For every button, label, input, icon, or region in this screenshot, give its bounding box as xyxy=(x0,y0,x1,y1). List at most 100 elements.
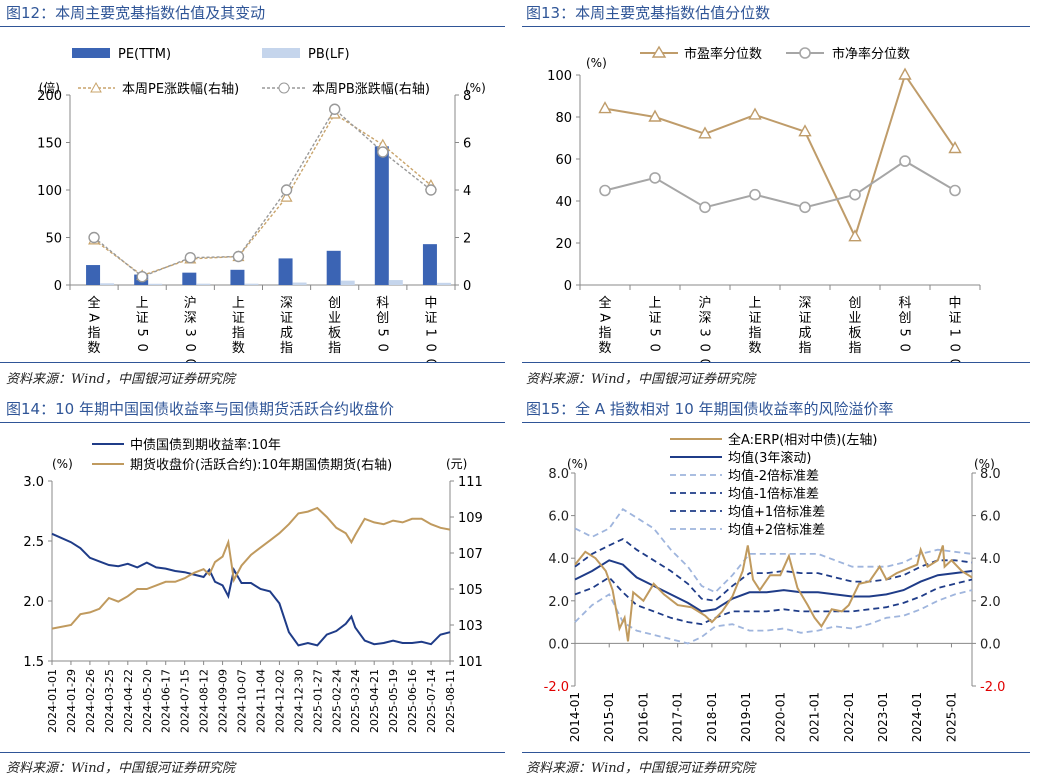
fig13-title-rule xyxy=(522,26,1030,27)
fig12-x-label: 中 xyxy=(424,296,437,311)
fig13-legend-pb-marker xyxy=(799,47,811,59)
fig15-right-tick-label: 6.0 xyxy=(980,510,1001,525)
fig15-x-tick-label: 2019-01 xyxy=(739,692,753,742)
fig13-x-label: 上 xyxy=(648,296,661,311)
fig14-futures-price-line xyxy=(51,506,451,630)
fig12-pb-change-marker xyxy=(377,146,389,158)
fig15-legend-minus2sd-label: 均值-2倍标准差 xyxy=(728,468,819,484)
fig13-x-label: 全 xyxy=(598,295,611,311)
fig12-x-label: 证 xyxy=(424,311,437,326)
fig13-title: 图13：本周主要宽基指数估值分位数 xyxy=(526,4,771,22)
fig13-x-label: 创 xyxy=(898,311,911,326)
fig12-left-tick-label: 200 xyxy=(37,89,62,104)
fig12-x-label: 0 xyxy=(182,344,197,352)
fig12-x-label: 数 xyxy=(88,341,101,356)
fig13-x-label: 0 xyxy=(947,344,962,352)
fig15-x-tick-label: 2014-01 xyxy=(568,692,582,742)
fig14-left-unit: (%) xyxy=(52,457,73,471)
fig13-y-unit: (%) xyxy=(586,56,607,70)
fig14-x-tick-label: 2024-07-15 xyxy=(179,669,192,733)
fig13-pe-percentile-marker xyxy=(848,229,862,242)
fig13-source-rule xyxy=(522,362,1030,363)
fig14-left-tick-label: 1.5 xyxy=(23,655,44,670)
fig13-pb-percentile-marker xyxy=(599,184,611,197)
fig14-x-tick-label: 2025-07-14 xyxy=(425,669,438,733)
fig12-legend-pe-label: PE(TTM) xyxy=(118,47,171,62)
fig12-title-rule xyxy=(0,26,505,27)
fig12-left-tick-label: 0 xyxy=(54,279,62,294)
fig12-pb-change-marker xyxy=(425,184,437,196)
fig12-legend-pb-change-marker xyxy=(278,82,290,94)
fig12-pb-change-marker xyxy=(328,103,341,115)
fig12-source: 资料来源：Wind，中国银河证券研究院 xyxy=(6,372,235,387)
fig14-left-tick-label: 2.5 xyxy=(23,535,44,550)
fig13-pb-percentile-marker xyxy=(949,184,961,197)
fig14-x-tick-label: 2025-03-24 xyxy=(349,669,362,733)
fig12-x-label: 业 xyxy=(328,311,341,326)
fig13-legend-pb-label: 市净率分位数 xyxy=(832,46,910,62)
fig15-erp-line xyxy=(574,545,973,642)
fig13-x-label: 指 xyxy=(848,341,861,356)
fig13-x-label: 证 xyxy=(948,311,961,326)
fig15-x-tick-label: 2015-01 xyxy=(602,692,616,742)
fig14-legend-yield-label: 中债国债到期收益率:10年 xyxy=(130,437,281,453)
fig12-x-label: 0 xyxy=(423,359,438,362)
fig12-pb-bar xyxy=(436,282,451,285)
fig12-right-tick-label: 2 xyxy=(463,232,471,247)
fig13-x-label: 数 xyxy=(598,341,611,356)
fig15-left-tick-label: 4.0 xyxy=(548,552,569,567)
fig12-title: 图12：本周主要宽基指数估值及其变动 xyxy=(6,4,266,22)
fig12-x-label: 板 xyxy=(328,326,341,341)
fig15-right-tick-label: 0.0 xyxy=(980,637,1001,652)
fig13-pb-percentile-marker xyxy=(649,172,661,184)
fig12-pb-bar xyxy=(196,283,211,285)
fig15-x-tick-label: 2022-01 xyxy=(842,692,856,742)
fig12-right-tick-label: 4 xyxy=(463,184,471,199)
fig12-x-label: 0 xyxy=(134,344,149,352)
fig13-pb-percentile-marker xyxy=(699,201,711,214)
fig13-pb-percentile-marker xyxy=(849,188,861,201)
fig12-x-label: A xyxy=(86,313,101,322)
fig13-x-label: 中 xyxy=(948,296,961,311)
fig13-x-label: 沪 xyxy=(698,295,711,311)
fig13-pe-percentile-marker xyxy=(648,109,662,122)
fig12-x-label: 深 xyxy=(184,311,197,326)
fig12-legend-pe-change-label: 本周PE涨跌幅(右轴) xyxy=(122,81,239,97)
fig14-x-tick-label: 2024-03-25 xyxy=(103,669,116,733)
fig13-x-label: 1 xyxy=(947,329,962,337)
fig14-x-tick-label: 2024-02-26 xyxy=(84,669,97,733)
fig12-left-tick-label: 150 xyxy=(37,137,62,152)
fig12-x-label: 数 xyxy=(232,341,245,356)
fig12-x-label: 3 xyxy=(182,329,197,337)
fig13-x-label: 科 xyxy=(898,296,911,311)
fig14-source-rule xyxy=(0,752,505,753)
fig15-x-tick-label: 2017-01 xyxy=(671,692,685,742)
fig12-pe-bar xyxy=(278,258,293,285)
fig13-y-tick-label: 0 xyxy=(564,279,572,294)
fig13-x-label: 板 xyxy=(848,326,861,341)
fig13-x-label: 5 xyxy=(897,329,912,337)
fig12-x-label: 创 xyxy=(328,296,341,311)
fig15-mean-line xyxy=(574,559,973,613)
fig14-right-tick-label: 109 xyxy=(458,511,483,526)
fig12-x-label: 指 xyxy=(88,326,101,341)
fig13-pb-percentile-marker xyxy=(899,155,911,167)
fig15-left-tick-label: -2.0 xyxy=(544,680,569,695)
fig12-x-label: 上 xyxy=(232,296,245,311)
fig12-x-label: 指 xyxy=(232,326,245,341)
fig13-chart: 020406080100(%)全A指数上证50沪深300上证指数深证成指创业板指… xyxy=(547,45,981,362)
fig15-chart: -2.00.02.04.06.08.0-2.00.02.04.06.08.0(%… xyxy=(544,432,1006,742)
fig13-x-label: 3 xyxy=(697,329,712,337)
fig13-x-label: 证 xyxy=(648,311,661,326)
fig13-pb-percentile-marker xyxy=(749,188,761,201)
fig14-right-tick-label: 103 xyxy=(458,619,483,634)
fig14-right-tick-label: 107 xyxy=(458,547,483,562)
fig13-pb-percentile-line xyxy=(604,159,956,209)
fig12-x-label: 证 xyxy=(136,311,149,326)
fig13-x-label: 5 xyxy=(647,329,662,337)
fig13-pe-percentile-marker xyxy=(748,107,762,120)
fig12-pe-bar xyxy=(326,250,341,285)
fig14-right-tick-label: 101 xyxy=(458,655,483,670)
fig13-x-label: 0 xyxy=(647,344,662,352)
fig12-right-unit: (%) xyxy=(465,81,486,95)
